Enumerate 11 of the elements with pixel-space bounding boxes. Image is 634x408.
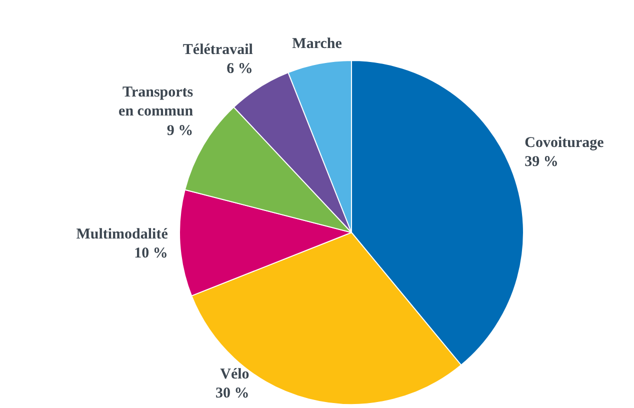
data-label: 6 % bbox=[226, 61, 253, 78]
slice-label: Covoiturage bbox=[524, 134, 604, 151]
slice-label: Multimodalité bbox=[76, 226, 168, 242]
data-label: 30 % bbox=[216, 386, 250, 402]
data-label: 39 % bbox=[524, 154, 558, 170]
slice-label: Marche bbox=[292, 36, 342, 52]
data-label: 9 % bbox=[166, 122, 194, 139]
data-label: 10 % bbox=[134, 246, 168, 262]
slice-label: Transports en commun bbox=[118, 84, 194, 120]
slice-label: Télétravail bbox=[182, 42, 253, 58]
slice-label: Vélo bbox=[220, 366, 250, 382]
